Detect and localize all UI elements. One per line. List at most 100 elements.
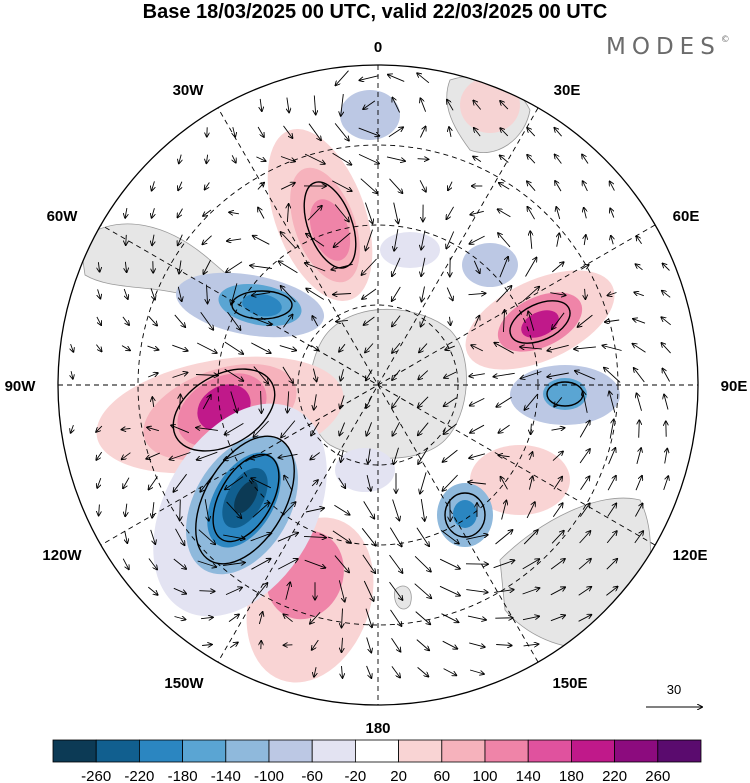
- wind-vector: [147, 345, 159, 350]
- colorbar-tick-label: -180: [168, 768, 198, 783]
- wind-vector: [493, 560, 515, 569]
- colorbar-tick-label: 260: [645, 768, 670, 783]
- lon-label-30e: 30E: [554, 82, 581, 99]
- wind-vector: [421, 230, 426, 249]
- wind-vector: [471, 345, 484, 352]
- wind-vector: [415, 611, 431, 625]
- wind-vector: [414, 583, 432, 599]
- wind-vector: [417, 159, 429, 160]
- colorbar-swatch: [571, 739, 616, 763]
- wind-vector: [334, 204, 349, 222]
- wind-vector: [341, 449, 344, 462]
- wind-vector: [605, 320, 620, 322]
- wind-vector: [578, 559, 591, 570]
- wind-vector: [440, 530, 459, 543]
- wind-vector: [550, 615, 565, 622]
- wind-vector: [122, 316, 129, 325]
- wind-vector: [448, 181, 453, 191]
- wind-vector: [201, 617, 213, 618]
- wind-vector: [606, 531, 617, 544]
- wind-vector: [661, 343, 671, 354]
- wind-vector: [579, 421, 590, 438]
- wind-vector: [469, 374, 485, 377]
- wind-vector: [99, 504, 100, 516]
- wind-vector: [394, 447, 399, 464]
- colorbar-tick-label: 20: [390, 768, 407, 783]
- wind-vector: [419, 127, 425, 138]
- wind-vector: [474, 128, 481, 137]
- wind-vector: [388, 127, 403, 138]
- wind-vector: [202, 395, 211, 410]
- wind-vector: [606, 587, 617, 596]
- lon-label-180: 180: [365, 720, 390, 737]
- wind-vector: [252, 292, 271, 296]
- wind-vector: [311, 345, 318, 351]
- colorbar-swatch: [138, 739, 183, 763]
- wind-vector: [496, 645, 512, 646]
- wind-vector: [253, 366, 268, 384]
- wind-vector: [663, 476, 669, 491]
- wind-vector: [333, 294, 352, 295]
- wind-vector: [283, 315, 292, 328]
- wind-vector: [173, 558, 186, 569]
- wind-vector: [528, 311, 535, 331]
- wind-vector: [260, 98, 262, 111]
- wind-vector: [547, 372, 569, 377]
- colorbar-swatch: [52, 739, 97, 763]
- wind-vector: [253, 420, 269, 437]
- wind-vector: [283, 125, 293, 138]
- colorbar-swatch: [354, 739, 399, 763]
- wind-vector: [123, 477, 130, 489]
- wind-vector: [552, 451, 563, 461]
- wind-vector: [178, 208, 183, 218]
- wind-vector: [392, 395, 401, 408]
- wind-vector: [313, 368, 316, 382]
- wind-vector: [360, 178, 377, 194]
- wind-vector: [522, 559, 540, 570]
- wind-vector: [287, 204, 288, 223]
- wind-vector: [233, 127, 235, 137]
- wind-vector: [389, 178, 403, 193]
- wind-vector: [634, 368, 645, 383]
- wind-vector: [307, 206, 322, 221]
- colorbar-tick-label: 100: [472, 768, 497, 783]
- wind-vector: [148, 316, 157, 325]
- wind-vector: [552, 503, 562, 518]
- wind-vector: [419, 343, 428, 353]
- logo-text: MODES: [606, 34, 721, 60]
- wind-vector: [231, 283, 238, 304]
- wind-vector: [364, 316, 375, 325]
- wind-vector: [439, 585, 460, 595]
- wind-vector: [547, 344, 569, 350]
- wind-vector: [521, 371, 542, 379]
- wind-vector: [421, 315, 426, 326]
- wind-vector: [439, 558, 460, 569]
- map-title: Base 18/03/2025 00 UTC, valid 22/03/2025…: [142, 1, 608, 23]
- wind-vector: [202, 645, 212, 646]
- wind-vector: [336, 70, 349, 86]
- wind-vector: [366, 474, 371, 491]
- wind-vector: [227, 311, 241, 330]
- wind-vector: [526, 502, 535, 519]
- wind-vector: [306, 289, 325, 300]
- wind-vector: [469, 453, 486, 458]
- wind-vector: [498, 424, 510, 433]
- wind-vector: [579, 503, 589, 517]
- wind-vector: [97, 477, 101, 488]
- wind-vector: [281, 286, 296, 303]
- colorbar-tick-label: -100: [254, 768, 284, 783]
- wind-vector: [524, 393, 538, 410]
- wind-vector: [284, 476, 293, 491]
- wind-vector: [389, 527, 401, 547]
- wind-vector: [386, 156, 405, 161]
- wind-vector: [305, 508, 324, 513]
- wind-vector: [251, 342, 270, 353]
- lon-label-60e: 60E: [673, 208, 700, 225]
- wind-vector: [664, 395, 669, 410]
- wind-vector: [178, 181, 182, 191]
- colorbar-tick-label: -60: [301, 768, 323, 783]
- wind-vector: [363, 100, 376, 109]
- wind-vector: [338, 477, 346, 488]
- wind-vector: [417, 667, 429, 676]
- colorbar-tick-label: -260: [81, 768, 111, 783]
